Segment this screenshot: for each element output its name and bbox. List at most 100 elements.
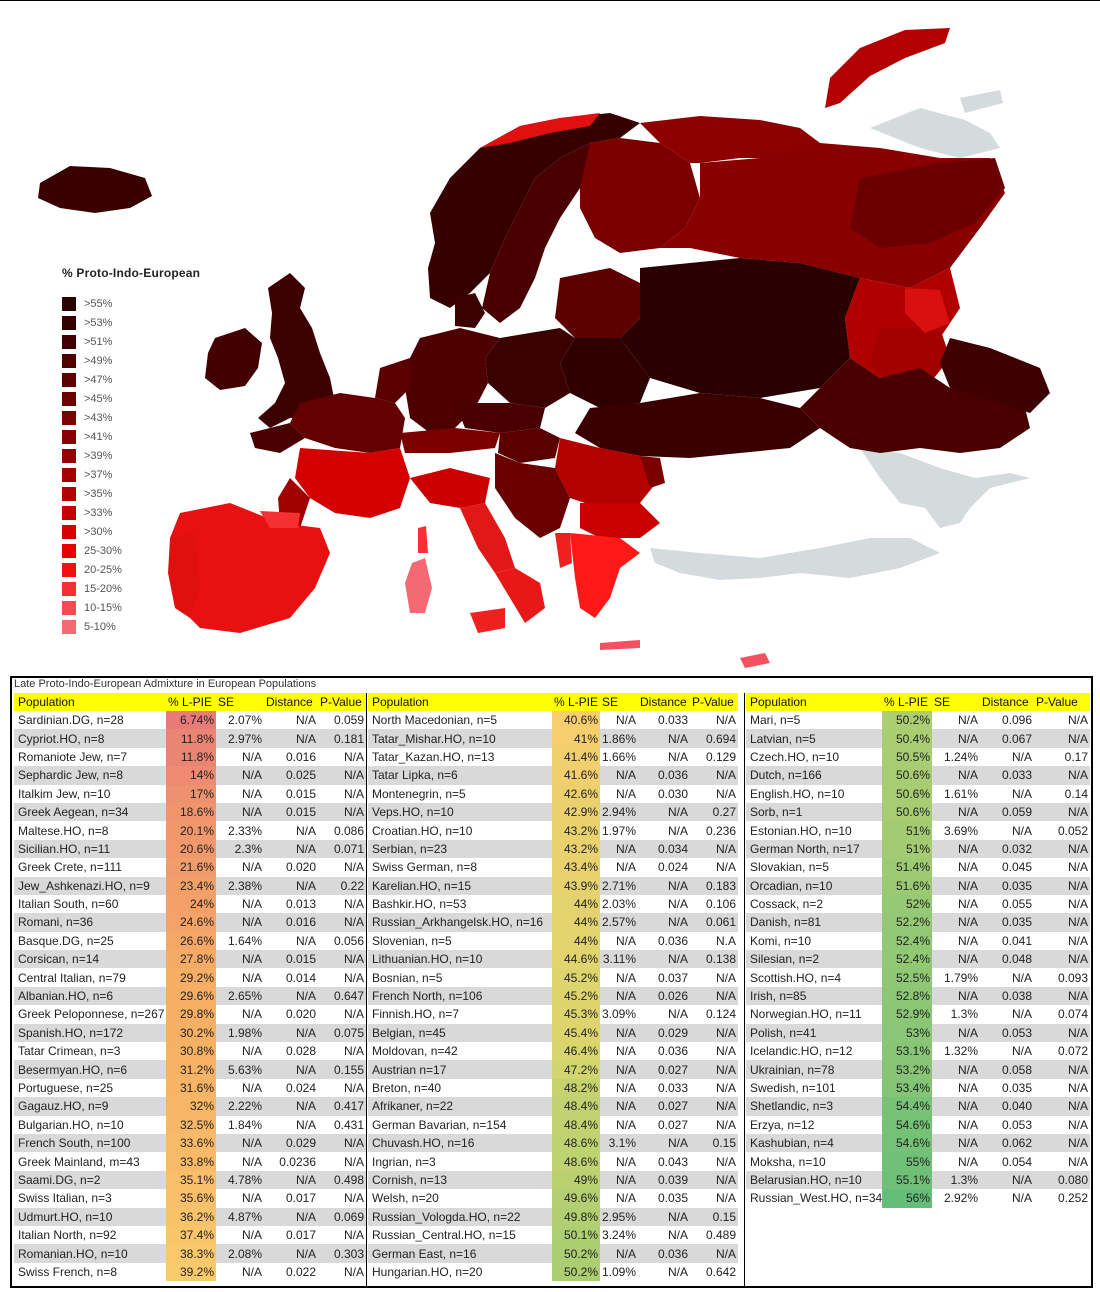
pvalue-cell: 0.694 [705, 731, 736, 746]
distance-cell: N/A [667, 878, 688, 893]
distance-cell: N/A [667, 1007, 688, 1022]
se-cell: N/A [241, 805, 262, 820]
pvalue-cell: 0.15 [712, 1209, 736, 1224]
population-cell: Swiss Italian, n=3 [18, 1191, 112, 1206]
pct-lpie-cell: 48.4% [552, 1115, 600, 1134]
pvalue-cell: N/A [715, 970, 736, 985]
distance-cell: 0.0236 [279, 1154, 316, 1169]
table-row: Austrian n=17 47.2% N/A 0.027 N/A [368, 1060, 738, 1079]
se-cell: N/A [957, 768, 978, 783]
pct-lpie-cell: 39.2% [166, 1262, 216, 1282]
population-cell: Icelandic.HO, n=12 [750, 1044, 853, 1059]
se-cell: 3.11% [602, 952, 636, 967]
population-cell: Shetlandic, n=3 [750, 1099, 834, 1114]
pct-lpie-cell: 49% [552, 1170, 600, 1190]
population-cell: Udmurt.HO, n=10 [18, 1209, 113, 1224]
header-pct: % L-PIE [884, 695, 929, 709]
table-row: Bosnian, n=5 45.2% N/A 0.037 N/A [368, 968, 738, 987]
pvalue-cell: N/A [715, 1117, 736, 1132]
legend-swatch [62, 353, 76, 368]
legend-label: >51% [84, 335, 113, 348]
region-denmark [455, 293, 485, 328]
table-row: Tatar_Kazan.HO, n=13 41.4% 1.66% N/A 0.129 [368, 747, 738, 767]
region-sardinia [405, 558, 432, 613]
pct-lpie-cell: 30.2% [166, 1023, 216, 1043]
distance-cell: 0.015 [285, 786, 316, 801]
pvalue-cell: N.A [715, 933, 736, 948]
distance-cell: 0.053 [1001, 1117, 1032, 1132]
se-cell: 1.24% [943, 749, 978, 764]
se-cell: N/A [957, 1025, 978, 1040]
pvalue-cell: N/A [715, 768, 736, 783]
pvalue-cell: N/A [715, 1081, 736, 1095]
distance-cell: N/A [667, 749, 688, 764]
table-row: Greek Crete, n=111 21.6% N/A 0.020 N/A [14, 858, 366, 877]
distance-cell: 0.015 [285, 952, 316, 967]
population-cell: Hungarian.HO, n=20 [372, 1264, 483, 1279]
region-novaya-zemlya [825, 28, 950, 108]
se-cell: 2.03% [601, 897, 636, 912]
pvalue-cell: N/A [1067, 713, 1088, 728]
table-row: Moldovan, n=42 46.4% N/A 0.036 N/A [368, 1042, 738, 1061]
region-benelux [375, 358, 410, 403]
pvalue-cell: 0.056 [333, 933, 364, 948]
legend-label: 10-15% [84, 601, 122, 614]
legend-swatch [62, 581, 76, 596]
se-cell: N/A [957, 878, 978, 893]
pct-lpie-cell: 53.1% [882, 1042, 932, 1061]
legend-swatch [62, 600, 76, 615]
distance-cell: N/A [667, 915, 688, 930]
pct-lpie-cell: 52.2% [882, 913, 932, 932]
region-brittany [250, 423, 305, 453]
pvalue-cell: N/A [1067, 805, 1088, 820]
pvalue-cell: N/A [715, 1044, 736, 1059]
table-row: Scottish.HO, n=4 52.5% 1.79% N/A 0.093 [746, 968, 1090, 987]
pvalue-cell: N/A [715, 989, 736, 1004]
region-tatarstan [870, 328, 950, 388]
se-cell: N/A [957, 1136, 978, 1151]
se-cell: N/A [957, 1154, 978, 1169]
column-divider [744, 693, 745, 1286]
region-moldova [640, 456, 665, 488]
legend-swatch [62, 543, 76, 558]
population-cell: Cypriot.HO, n=8 [18, 731, 105, 746]
pvalue-cell: N/A [343, 915, 364, 930]
pvalue-cell: N/A [343, 1007, 364, 1022]
pvalue-cell: N/A [1067, 1136, 1088, 1151]
population-cell: Norwegian.HO, n=11 [750, 1007, 862, 1022]
pct-lpie-cell: 24% [166, 894, 216, 914]
table-header-row: Population % L-PIE SE Distance P-Value [14, 693, 366, 711]
region-corsica [418, 526, 428, 553]
legend-swatch [62, 315, 76, 330]
pvalue-cell: N/A [715, 1062, 736, 1077]
population-cell: Russian_West.HO, n=34 [750, 1191, 882, 1206]
legend-label: >45% [84, 392, 113, 405]
se-cell: 2.57% [601, 915, 636, 930]
pvalue-cell: 0.129 [705, 749, 736, 764]
region-bulgaria [580, 503, 660, 538]
pct-lpie-cell: 35.1% [166, 1170, 216, 1190]
population-cell: German North, n=17 [750, 841, 860, 856]
table-row: Sephardic Jew, n=8 14% N/A 0.025 N/A [14, 766, 366, 785]
legend-item: 10-15% [62, 598, 200, 617]
table-row: French North, n=106 45.2% N/A 0.026 N/A [368, 986, 738, 1006]
table-row: Portuguese, n=25 31.6% N/A 0.024 N/A [14, 1078, 366, 1098]
pct-lpie-cell: 48.4% [552, 1097, 600, 1116]
table-row: Croatian.HO, n=10 43.2% 1.97% N/A 0.236 [368, 821, 738, 840]
pvalue-cell: N/A [343, 860, 364, 875]
legend-swatch [62, 372, 76, 387]
population-cell: Latvian, n=5 [750, 731, 816, 746]
table-row: Dutch, n=166 50.6% N/A 0.033 N/A [746, 766, 1090, 785]
table-row: Jew_Ashkenazi.HO, n=9 23.4% 2.38% N/A 0.22 [14, 876, 366, 895]
legend-label: >47% [84, 373, 113, 386]
pct-lpie-cell: 50.6% [882, 802, 932, 822]
population-cell: Besermyan.HO, n=6 [18, 1062, 128, 1077]
population-cell: Chuvash.HO, n=16 [372, 1136, 475, 1151]
distance-cell: 0.043 [657, 1154, 688, 1169]
population-cell: Swedish, n=101 [750, 1081, 836, 1095]
table-row: Tatar Lipka, n=6 41.6% N/A 0.036 N/A [368, 766, 738, 785]
distance-cell: 0.048 [1001, 952, 1032, 967]
se-cell: N/A [241, 952, 262, 967]
distance-cell: N/A [295, 1025, 316, 1040]
population-cell: Veps.HO, n=10 [372, 805, 454, 820]
